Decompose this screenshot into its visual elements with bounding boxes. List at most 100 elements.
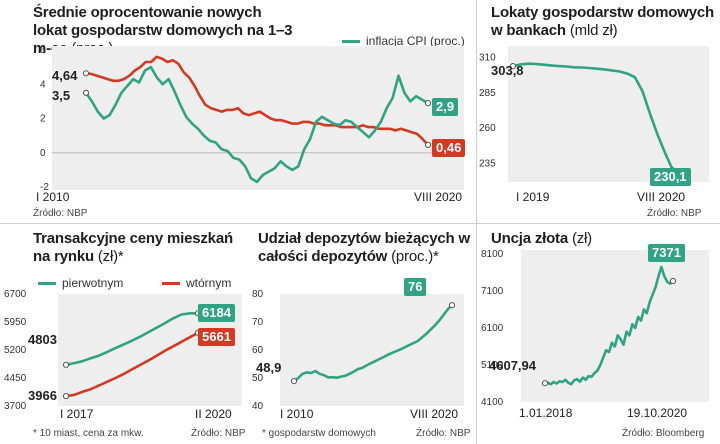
y-tick-label: 50 xyxy=(252,373,264,384)
y-tick-label: 70 xyxy=(252,317,264,328)
y-tick-label: 5950 xyxy=(4,317,27,328)
series-line-red xyxy=(65,331,199,398)
current-deposits-title: Udział depozytów bieżących w całości dep… xyxy=(258,230,470,265)
chart-current-deposits: 80 70 60 50 40 48,9 xyxy=(252,289,456,412)
x-end-label: 19.10.2020 xyxy=(627,406,688,420)
legend-label-cpi: inflacja CPI (proc.) xyxy=(366,34,465,48)
plot-area-gold xyxy=(521,250,709,402)
panel-deposit-rates: Średnie oprocentowanie nowych lokat gosp… xyxy=(0,0,476,223)
x-end-label: VIII 2020 xyxy=(410,407,459,421)
housing-legend-secondary: wtórnym xyxy=(162,276,231,290)
badge-secondary-end: 5661 xyxy=(198,328,235,346)
y-tick-label: 6 xyxy=(40,45,46,56)
badge-share-end: 76 xyxy=(404,278,427,296)
x-end-label: VIII 2020 xyxy=(637,190,686,204)
panel-current-deposits: Udział depozytów bieżących w całości dep… xyxy=(250,224,476,444)
household-deposits-title: Lokaty gospodarstw domowych w bankach (m… xyxy=(491,4,714,39)
badge-gold-end: 7371 xyxy=(648,244,685,262)
x-end-label: VIII 2020 xyxy=(414,190,463,204)
y-tick-label: 4450 xyxy=(4,373,27,384)
legend-label-primary: pierwotnym xyxy=(62,276,124,290)
legend-swatch-green xyxy=(38,281,56,285)
housing-legend-primary: pierwotnym xyxy=(38,276,123,290)
end-marker xyxy=(669,277,677,285)
separator-horizontal xyxy=(0,223,720,224)
y-tick-label: 5200 xyxy=(4,345,27,356)
panel-household-deposits: Lokaty gospodarstw domowych w bankach (m… xyxy=(477,0,720,223)
y-tick-label: 235 xyxy=(479,159,496,170)
y-tick-label: 2 xyxy=(40,114,46,125)
badge-primary-end: 6184 xyxy=(198,304,235,322)
panel-gold: Uncja złota (zł) 8100 7100 6100 5100 4100 460… xyxy=(477,224,720,444)
start-value-label: 3,5 xyxy=(52,88,70,103)
y-tick-label: 7100 xyxy=(481,286,504,297)
series-line-green xyxy=(512,62,675,172)
y-tick-label: 310 xyxy=(479,52,496,63)
y-tick-label: 4100 xyxy=(481,397,504,408)
badge-rate-end: 0,46 xyxy=(432,139,466,157)
series-line-red xyxy=(85,55,429,146)
x-start-label: I 2017 xyxy=(60,407,94,421)
y-tick-label: 8100 xyxy=(481,249,504,260)
end-marker xyxy=(424,99,432,107)
y-tick-label: 285 xyxy=(479,88,496,99)
deposit-rates-legend: inflacja CPI (proc.) xyxy=(342,34,465,48)
source-label: Źródło: Bloomberg xyxy=(622,428,705,439)
source-label: Źródło: NBP xyxy=(33,208,88,219)
y-tick-label: 6700 xyxy=(4,289,27,300)
chart-deposit-rates: 6 4 2 0 -2 4,64 3,5 xyxy=(40,45,464,193)
legend-label-secondary: wtórnym xyxy=(186,276,232,290)
x-start-label: I 2010 xyxy=(280,407,314,421)
start-value-label: 4803 xyxy=(28,332,57,347)
start-marker xyxy=(290,377,298,385)
series-line-green xyxy=(84,65,429,184)
plot-area-deposit-rates xyxy=(52,46,464,190)
start-marker xyxy=(62,361,70,368)
start-marker xyxy=(541,380,549,387)
y-tick-label: 0 xyxy=(40,148,46,159)
footnote: * gospodarstw domowych xyxy=(262,428,376,439)
start-marker xyxy=(82,89,90,96)
x-end-label: II 2020 xyxy=(195,407,232,421)
y-tick-label: 260 xyxy=(479,123,496,134)
source-label: Źródło: NBP xyxy=(191,428,246,439)
x-start-label: 1.01.2018 xyxy=(519,406,573,420)
y-tick-label: 4 xyxy=(40,79,46,90)
series-line-green xyxy=(544,265,674,386)
start-marker xyxy=(62,392,70,400)
source-label: Źródło: NBP xyxy=(647,208,702,219)
plot-area-current-deposits xyxy=(280,294,464,406)
end-marker xyxy=(448,302,456,309)
y-tick-label: 3700 xyxy=(4,401,27,412)
y-tick-label: -2 xyxy=(40,182,49,193)
y-tick-label: 5100 xyxy=(481,360,504,371)
chart-housing-prices: 6700 5950 5200 4450 3700 4803 3966 xyxy=(4,289,202,412)
end-marker xyxy=(424,141,432,148)
x-start-label: I 2019 xyxy=(516,190,550,204)
legend-swatch-green xyxy=(342,39,360,43)
start-marker xyxy=(82,70,90,77)
housing-prices-title: Transakcyjne ceny mieszkań na rynku (zł)… xyxy=(33,230,233,265)
chart-gold: 8100 7100 6100 5100 4100 4607,94 xyxy=(481,249,677,408)
badge-cpi-end: 2,9 xyxy=(432,98,459,116)
gold-title: Uncja złota (zł) xyxy=(491,230,592,247)
x-start-label: I 2010 xyxy=(36,190,70,204)
start-marker xyxy=(509,63,517,70)
footnote: * 10 miast, cena za mkw. xyxy=(33,428,144,439)
y-tick-label: 40 xyxy=(252,401,264,412)
start-value-label: 3966 xyxy=(28,388,57,403)
series-line-green xyxy=(65,312,198,367)
start-value-label: 48,9 xyxy=(256,360,281,375)
series-line-green xyxy=(293,304,453,383)
source-label: Źródło: NBP xyxy=(416,428,471,439)
y-tick-label: 60 xyxy=(252,345,264,356)
chart-household-deposits: 310 285 260 235 303,8 xyxy=(479,52,677,174)
start-value-label: 303,8 xyxy=(491,63,524,78)
separator-vertical xyxy=(476,0,477,444)
start-value-label: 4607,94 xyxy=(489,358,537,373)
y-tick-label: 6100 xyxy=(481,323,504,334)
legend-swatch-red xyxy=(162,281,180,285)
y-tick-label: 80 xyxy=(252,289,264,300)
badge-deposits-end: 230,1 xyxy=(650,168,691,186)
start-value-label: 4,64 xyxy=(52,68,78,83)
